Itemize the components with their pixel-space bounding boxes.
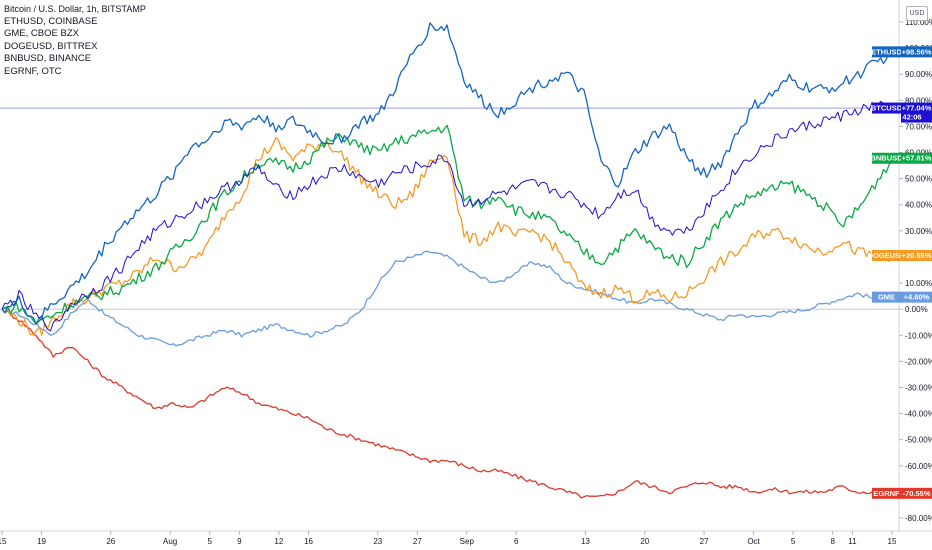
x-tick-label: 15 xyxy=(0,537,7,546)
series-tag-value: +77.04% xyxy=(902,104,932,113)
series-tag-value-bg xyxy=(901,250,932,262)
legend-item-egrnf[interactable]: EGRNF, OTC xyxy=(4,65,62,77)
x-tick-label: 27 xyxy=(413,537,422,546)
x-tick-label: Sep xyxy=(460,537,475,546)
series-tag-symbol: DOGEUSD xyxy=(868,251,907,260)
legend: Bitcoin / U.S. Dollar, 1h, BITSTAMP ETHU… xyxy=(4,3,146,78)
series-tag-value: +20.55% xyxy=(902,251,932,260)
y-tick-label: -30.00% xyxy=(905,383,932,392)
x-tick-label: 23 xyxy=(373,537,382,546)
series-tag-symbol-bg xyxy=(872,487,901,499)
x-tick-label: 6 xyxy=(514,537,519,546)
series-tag-symbol-bg xyxy=(872,250,901,262)
series-tag-value-bg xyxy=(901,152,932,164)
series-tag-gme[interactable]: GME +4.60% xyxy=(872,291,932,303)
series-tag-value: -70.55% xyxy=(903,489,931,498)
y-tick-label: 50.00% xyxy=(905,175,932,184)
series-tag-value: +57.81% xyxy=(902,154,932,163)
y-tick-label: -50.00% xyxy=(905,436,932,445)
legend-item-bnbusd[interactable]: BNBUSD, BINANCE xyxy=(4,53,92,64)
series-tag-ethusd[interactable]: ETHUSD +98.56% xyxy=(871,46,932,58)
series-tag-value-bg xyxy=(901,46,932,58)
x-tick-label: 5 xyxy=(207,537,212,546)
series-tag-bnbusd[interactable]: BNBUSD +57.81% xyxy=(870,152,932,164)
series-tag-countdown: 42:06 xyxy=(902,113,921,122)
legend-item-ethusd[interactable]: ETHUSD, COINBASE xyxy=(4,15,98,27)
series-tag-symbol-bg xyxy=(872,46,901,58)
series-line-gme xyxy=(1,250,893,347)
series-tag-symbol: BNBUSD xyxy=(870,154,903,163)
series-tag-dogeusd[interactable]: DOGEUSD+20.55% xyxy=(868,250,932,262)
x-tick-label: 27 xyxy=(700,537,709,546)
x-tick-label: Aug xyxy=(163,537,177,546)
y-tick-label: 90.00% xyxy=(905,70,932,79)
series-tag-symbol-bg xyxy=(872,291,901,303)
x-tick-label: 16 xyxy=(304,537,313,546)
series-tags: ETHUSD +98.56% BTCUSD +77.04%42:06 BNBUSD +57… xyxy=(868,46,932,499)
y-tick-label: -10.00% xyxy=(905,331,932,340)
x-tick-label: 11 xyxy=(848,537,857,546)
y-tick-label: 30.00% xyxy=(905,227,932,236)
y-tick-label: 110.00% xyxy=(905,18,932,27)
series-tag-symbol-bg xyxy=(872,102,901,114)
y-tick-label: 80.00% xyxy=(905,96,932,105)
series-tag-symbol: GME xyxy=(878,293,895,302)
series-tag-value-bg xyxy=(901,102,932,123)
x-tick-label: 8 xyxy=(830,537,835,546)
x-tick-label: 20 xyxy=(640,537,649,546)
y-tick-label: -80.00% xyxy=(905,514,932,523)
legend-item-dogeusd[interactable]: DOGEUSD, BITTREX xyxy=(4,40,98,52)
y-tick-label: -60.00% xyxy=(905,462,932,471)
series-line-bnbusd xyxy=(1,124,893,325)
y-tick-label: 40.00% xyxy=(905,201,932,210)
legend-main-symbol[interactable]: Bitcoin / U.S. Dollar, 1h, BITSTAMP xyxy=(4,4,146,14)
series-tag-symbol: EGRNF xyxy=(873,489,900,498)
x-tick-label: Oct xyxy=(747,537,760,546)
y-tick-label: -20.00% xyxy=(905,357,932,366)
currency-button[interactable]: USD xyxy=(906,6,928,21)
x-tick-label: 13 xyxy=(581,537,590,546)
series-line-egrnf xyxy=(1,308,893,499)
x-tick-label: 5 xyxy=(791,537,796,546)
grid xyxy=(0,0,932,532)
legend-item-gme[interactable]: GME, CBOE BZX xyxy=(4,28,79,39)
series-tag-btcusd[interactable]: BTCUSD +77.04%42:06 xyxy=(871,102,932,123)
series-tag-value-bg xyxy=(901,487,932,499)
series-tag-symbol: ETHUSD xyxy=(871,47,902,56)
series-line-dogeusd xyxy=(1,137,893,336)
series-group xyxy=(1,22,893,499)
y-tick-label: 10.00% xyxy=(905,279,932,288)
y-tick-label: 70.00% xyxy=(905,122,932,131)
series-tag-value-bg xyxy=(901,291,932,303)
series-tag-value: +4.60% xyxy=(904,293,930,302)
x-tick-label: 15 xyxy=(888,537,897,546)
x-tick-label: 9 xyxy=(237,537,242,546)
series-line-ethusd xyxy=(1,22,893,325)
series-tag-value: +98.56% xyxy=(902,47,932,56)
series-tag-symbol: BTCUSD xyxy=(871,104,903,113)
y-tick-label: -40.00% xyxy=(905,410,932,419)
time-axis[interactable]: 15 19 26 Aug 5 9 12 16 23 27 Sep 6 13 20 27 Oct 5 8 11 15 xyxy=(0,531,897,546)
y-tick-label: 0.00% xyxy=(905,305,928,314)
x-tick-label: 12 xyxy=(274,537,283,546)
x-tick-label: 26 xyxy=(106,537,115,546)
series-line-btcusd xyxy=(1,100,893,332)
series-tag-egrnf[interactable]: EGRNF -70.55% xyxy=(872,487,932,499)
x-tick-label: 19 xyxy=(37,537,46,546)
series-tag-symbol-bg xyxy=(872,152,901,164)
